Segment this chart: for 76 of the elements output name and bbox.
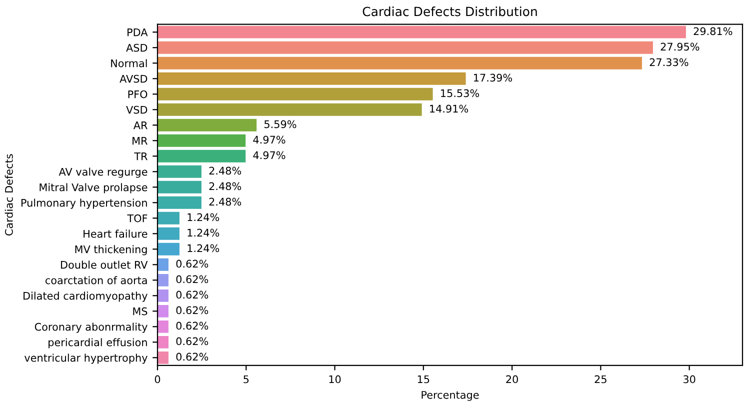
bar: [158, 88, 433, 100]
x-axis-title: Percentage: [422, 391, 479, 401]
bar: [158, 212, 180, 224]
bar: [158, 227, 180, 240]
x-tick-label: 10: [329, 375, 341, 384]
data-label: 27.33%: [650, 58, 688, 66]
y-tick-label: AV valve regurge: [58, 168, 148, 178]
data-label: 14.91%: [430, 104, 468, 113]
data-label: 0.62%: [176, 322, 208, 330]
chart-title: Cardiac Defects Distribution: [362, 6, 537, 16]
bar: [158, 336, 168, 348]
y-tick-label: Dilated cardiomyopathy: [24, 292, 148, 302]
y-tick-label: Heart failure: [84, 230, 148, 238]
bar: [158, 320, 168, 333]
y-tick-label: PFO: [128, 90, 148, 98]
data-label: 0.62%: [176, 337, 208, 346]
x-tick-label: 5: [244, 375, 249, 384]
bar: [158, 180, 202, 194]
data-label: 4.97%: [253, 136, 286, 144]
bar: [158, 258, 168, 271]
bar: [158, 242, 180, 256]
bar: [158, 72, 466, 85]
data-label: 29.81%: [694, 27, 732, 36]
bar: [158, 41, 653, 54]
data-label: 2.48%: [209, 198, 242, 206]
bar: [158, 274, 168, 286]
y-tick-label: Normal: [111, 59, 147, 68]
bar: [158, 304, 168, 318]
y-axis-title: Cardiac Defects: [4, 154, 13, 236]
bar: [158, 26, 686, 38]
data-label: 0.62%: [176, 275, 208, 284]
data-label: 0.62%: [176, 290, 208, 299]
data-label: 15.53%: [441, 89, 480, 98]
y-tick-label: ASD: [126, 44, 148, 52]
data-label: 1.24%: [188, 213, 220, 222]
data-label: 1.24%: [188, 244, 220, 252]
data-label: 2.48%: [209, 166, 242, 175]
x-tick-label: 0: [154, 375, 160, 384]
bar: [158, 150, 246, 162]
data-label: 4.97%: [253, 151, 286, 160]
x-tick-label: 25: [594, 375, 606, 384]
bar: [158, 351, 168, 364]
y-tick-label: PDA: [128, 28, 148, 36]
y-tick-label: Coronary abonrmality: [34, 322, 148, 333]
data-label: 27.95%: [660, 42, 700, 51]
bar: [158, 289, 168, 302]
y-tick-label: Double outlet RV: [61, 260, 148, 269]
data-label: 1.24%: [188, 228, 220, 237]
y-tick-label: VSD: [126, 106, 148, 114]
x-tick-label: 20: [506, 375, 518, 384]
y-tick-label: TR: [134, 152, 148, 160]
y-tick-label: coarctation of aorta: [46, 276, 147, 284]
bar: [158, 134, 246, 147]
bar: [158, 118, 257, 132]
data-label: 0.62%: [176, 352, 208, 361]
bar: [158, 56, 642, 70]
x-tick-label: 15: [418, 375, 430, 384]
y-tick-label: ventricular hypertrophy: [24, 354, 148, 364]
bar: [158, 165, 202, 178]
y-tick-label: AR: [133, 121, 148, 130]
y-tick-label: AVSD: [120, 74, 148, 83]
bar: [158, 196, 202, 209]
y-tick-label: MV thickening: [75, 245, 147, 256]
data-label: 5.59%: [264, 120, 296, 128]
data-label: 17.39%: [474, 74, 512, 82]
data-label: 0.62%: [176, 260, 208, 268]
y-tick-label: MR: [132, 136, 148, 145]
y-tick-label: Mitral Valve prolapse: [40, 183, 148, 194]
data-label: 2.48%: [209, 182, 242, 190]
data-label: 0.62%: [176, 306, 208, 314]
y-tick-label: Pulmonary hypertension: [21, 198, 147, 209]
bar: [158, 103, 422, 116]
x-tick-label: 30: [683, 375, 696, 384]
y-tick-label: pericardial effusion: [48, 338, 147, 348]
y-tick-label: TOF: [127, 214, 148, 222]
y-tick-label: MS: [133, 307, 148, 316]
